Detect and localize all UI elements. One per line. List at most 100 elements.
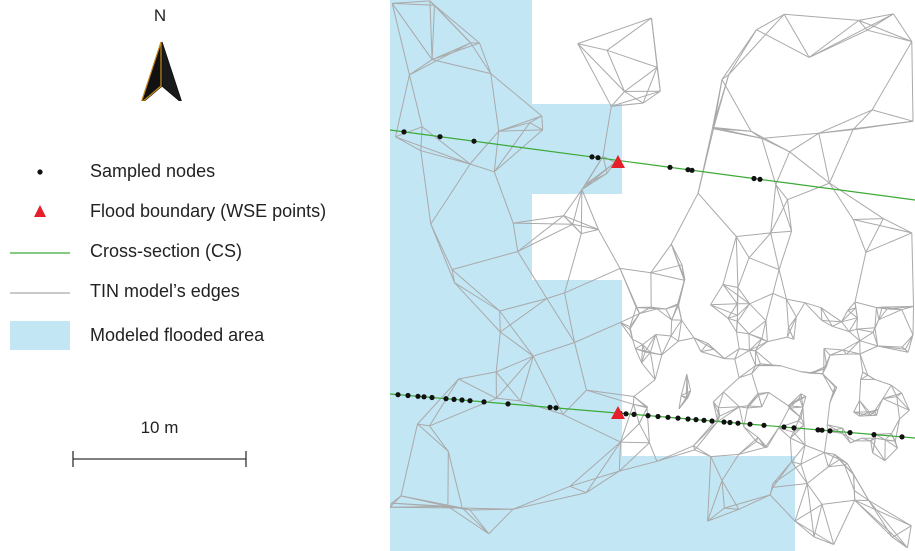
tin-edge: [827, 424, 843, 429]
tin-edge: [417, 423, 430, 427]
tin-edge: [778, 427, 791, 439]
tin-edge: [656, 308, 672, 321]
tin-edge: [563, 189, 583, 216]
tin-edge: [789, 316, 797, 332]
tin-edge: [469, 163, 495, 173]
tin-edge: [890, 384, 903, 394]
tin-edge: [493, 129, 544, 173]
tin-edge: [882, 398, 910, 411]
tin-edge: [882, 396, 897, 400]
tin-edge: [651, 17, 661, 92]
tin-edge: [778, 231, 793, 270]
tin-edge: [710, 456, 723, 481]
tin-edge: [854, 490, 870, 501]
tin-edge: [500, 298, 548, 333]
tin-edge: [842, 340, 861, 351]
north-label: N: [153, 6, 167, 25]
tin-edge: [912, 306, 914, 335]
tin-edge: [519, 356, 534, 402]
tin-edge: [680, 390, 691, 397]
tin-edge: [854, 499, 893, 538]
tin-edge: [800, 393, 804, 408]
tin-edge: [707, 456, 712, 522]
tin-edge: [737, 257, 750, 288]
tin-edge: [618, 442, 621, 472]
gray-line-icon: [10, 292, 70, 294]
tin-edge: [739, 348, 756, 352]
sampled-node: [781, 424, 787, 430]
tin-edge: [434, 4, 480, 44]
tin-edge: [883, 218, 913, 234]
tin-edge: [813, 536, 834, 545]
tin-edge: [610, 91, 625, 107]
tin-edge: [650, 272, 685, 281]
tin-edge: [395, 74, 410, 137]
tin-edge: [848, 328, 857, 332]
tin-edge: [791, 461, 802, 465]
tin-edge: [820, 307, 842, 323]
tin-edge: [770, 184, 777, 233]
sampled-node: [709, 418, 715, 424]
sampled-node: [693, 417, 699, 423]
tin-edge: [710, 303, 738, 306]
tin-edge: [577, 43, 612, 107]
tin-edge: [822, 373, 834, 394]
tin-edge: [896, 396, 910, 411]
tin-edge: [827, 454, 835, 468]
tin-edge: [496, 355, 534, 399]
tin-edge: [678, 337, 695, 342]
tin-edge: [871, 109, 914, 122]
tin-edge: [420, 150, 432, 225]
tin-edge: [581, 229, 599, 235]
tin-edge: [892, 13, 913, 42]
tin-edge: [749, 293, 774, 305]
sampled-node: [395, 392, 401, 398]
tin-edge: [756, 441, 766, 448]
sampled-node: [415, 393, 421, 399]
tin-edge: [743, 426, 757, 442]
tin-edge: [429, 0, 471, 44]
tin-edge: [765, 320, 768, 342]
tin-edge: [894, 418, 900, 442]
tin-edge: [874, 398, 884, 412]
tin-edge: [717, 406, 740, 422]
tin-edge: [469, 130, 500, 165]
tin-edge: [847, 310, 858, 319]
tin-edge: [804, 444, 825, 454]
tin-edge: [644, 334, 657, 353]
tin-edge: [409, 42, 471, 76]
tin-edge: [713, 127, 752, 132]
tin-edge: [581, 189, 599, 230]
tin-edge: [670, 243, 685, 281]
tin-edge: [633, 396, 648, 409]
tin-edge: [498, 115, 542, 132]
tin-edge: [860, 372, 864, 380]
tin-edge: [470, 42, 492, 74]
tin-edge: [899, 409, 910, 420]
legend-item-flooded-area: Modeled flooded area: [10, 320, 264, 350]
tin-edge: [735, 236, 739, 288]
tin-edge: [788, 316, 797, 328]
tin-edge: [790, 424, 805, 439]
tin-edge: [743, 426, 759, 438]
tin-edge: [635, 348, 651, 353]
tin-edge: [458, 371, 497, 380]
tin-edge: [791, 461, 808, 484]
sampled-node: [471, 138, 477, 144]
tin-edge: [791, 444, 806, 463]
sampled-node: [443, 396, 449, 402]
tin-edge: [429, 0, 433, 60]
tin-edge: [727, 317, 738, 322]
tin-edge: [830, 353, 847, 356]
tin-edge: [700, 348, 714, 353]
tin-edge: [670, 192, 699, 245]
tin-edge: [761, 138, 777, 185]
tin-edge: [853, 474, 856, 501]
tin-edge: [585, 441, 621, 493]
sampled-node: [819, 427, 825, 433]
tin-edge: [391, 3, 410, 76]
tin-edge: [727, 314, 738, 319]
tin-edge: [853, 411, 870, 417]
tin-edge: [875, 437, 886, 441]
tin-edge: [629, 307, 637, 327]
